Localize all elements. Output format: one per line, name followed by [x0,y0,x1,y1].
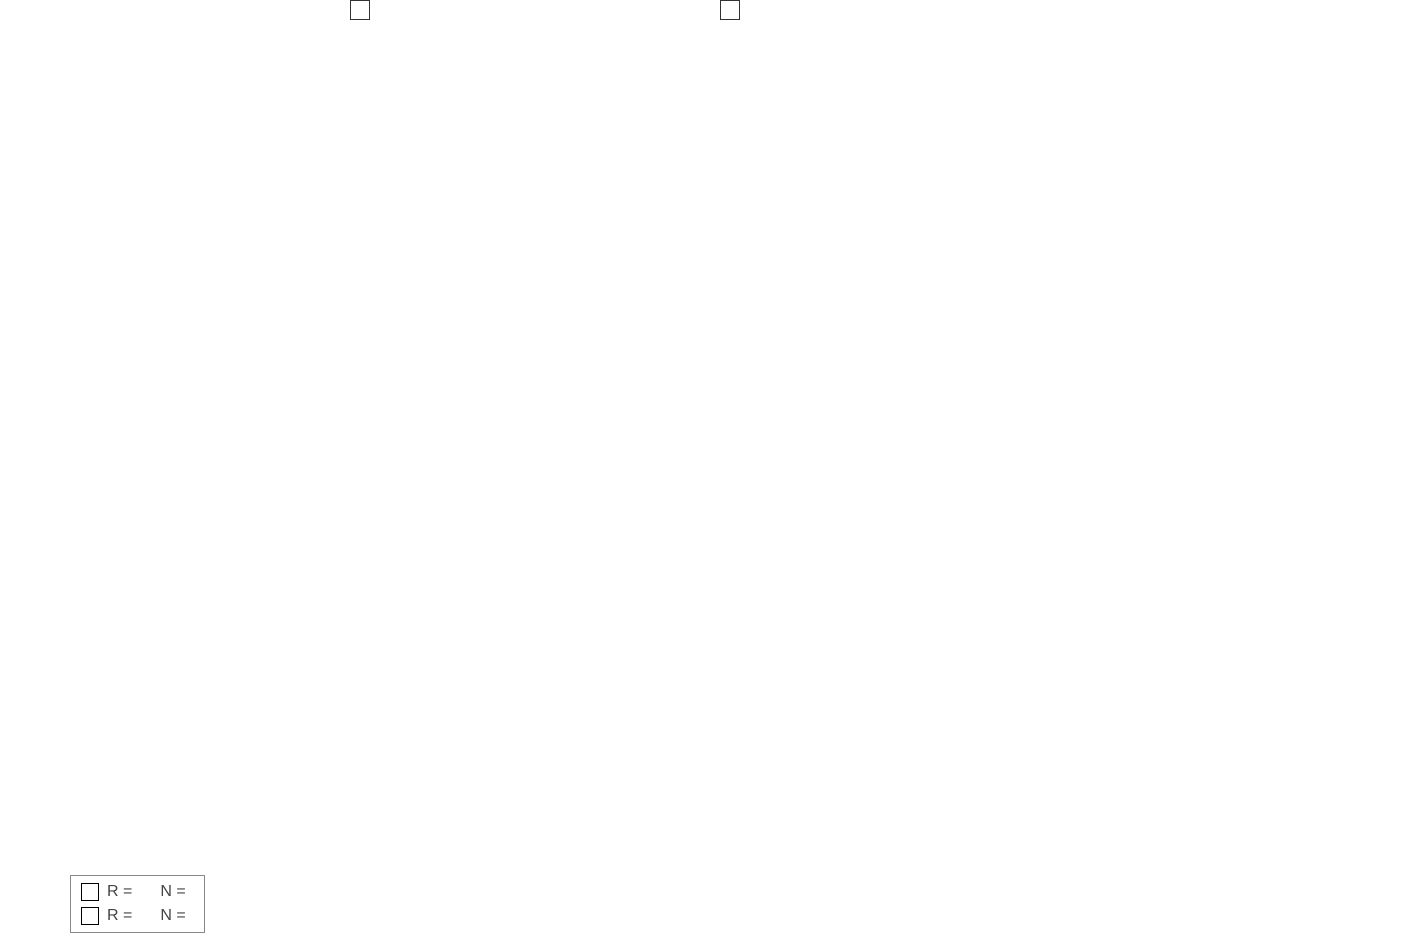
bottom-legend-blue [350,0,378,20]
r-label: R = [107,907,132,925]
legend-swatch-pink [720,0,740,20]
scatter-chart: R = N = R = N = [70,80,1380,870]
swatch-blue [81,883,99,901]
stats-legend-box: R = N = R = N = [70,875,205,933]
stats-row-blue: R = N = [81,880,194,904]
bottom-legend-pink [720,0,748,20]
n-label: N = [160,907,185,925]
legend-swatch-blue [350,0,370,20]
n-label: N = [160,883,185,901]
r-label: R = [107,883,132,901]
swatch-pink [81,907,99,925]
stats-row-pink: R = N = [81,904,194,928]
plot-svg [70,80,1380,870]
